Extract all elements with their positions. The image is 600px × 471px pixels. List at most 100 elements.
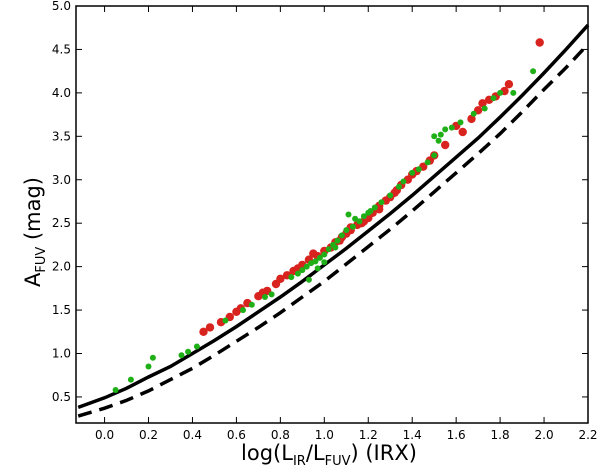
plot-frame (75, 5, 589, 424)
y-tick-label: 2.5 (52, 216, 71, 230)
scatter-point (193, 343, 200, 350)
x-axis-label: log(LIR/LFUV) (IRX) (241, 441, 417, 469)
x-tick-label: 0.8 (271, 428, 290, 442)
scatter-point (490, 95, 497, 102)
x-tick-label: 0.4 (183, 428, 202, 442)
scatter-point (415, 166, 422, 173)
scatter-point (504, 80, 514, 89)
scatter-point (467, 114, 476, 124)
scatter-point (303, 263, 310, 270)
scatter-point (481, 105, 488, 112)
scatter-point (149, 354, 156, 361)
x-tick-label: 0.0 (95, 428, 114, 442)
scatter-point (400, 178, 407, 185)
scatter-point (367, 208, 374, 214)
dashed-curve (77, 43, 590, 418)
scatter-point (396, 183, 402, 190)
scatter-point (316, 254, 323, 261)
x-tick-label: 1.2 (359, 428, 378, 442)
scatter-point (435, 137, 442, 144)
scatter-point (378, 199, 385, 206)
y-axis-label: AFUV (mag) (21, 177, 49, 287)
scatter-point (185, 348, 192, 355)
scatter-point (535, 38, 544, 47)
scatter-point (352, 215, 359, 222)
scatter-point (349, 223, 356, 230)
x-tick-label: 1.8 (491, 428, 510, 442)
scatter-point (248, 301, 255, 308)
scatter-point (321, 251, 328, 258)
x-tick-label: 0.2 (139, 428, 158, 442)
scatter-point (334, 237, 341, 244)
x-tick-label: 2.2 (578, 428, 597, 442)
scatter-point (325, 246, 332, 253)
x-axis-label-tail: ) (IRX) (351, 441, 417, 465)
scatter-point (294, 270, 301, 277)
scatter-point (497, 89, 504, 96)
scatter-point (127, 376, 134, 383)
scatter-point (345, 211, 352, 218)
scatter-point (338, 232, 345, 239)
scatter-point (424, 159, 431, 166)
scatter-point (305, 276, 312, 283)
scatter-point (145, 363, 152, 370)
solid-curve (77, 23, 590, 410)
scatter-point (510, 89, 517, 96)
scatter-point (431, 152, 438, 159)
scatter-point (431, 133, 438, 140)
scatter-point (387, 192, 394, 199)
y-tick-label: 4.0 (52, 86, 71, 100)
x-tick-label: 1.0 (315, 428, 334, 442)
scatter-point (332, 244, 339, 251)
scatter-point (222, 317, 229, 324)
y-tick-label: 3.5 (52, 129, 71, 143)
x-tick-label: 1.4 (403, 428, 422, 442)
series-layer (77, 23, 590, 418)
scatter-point (299, 267, 306, 274)
ticks-layer: 0.0 0.2 0.4 0.6 0.8 1.0 1.2 1.4 1.6 1.8 2.0 2.2 0.5 1… (52, 0, 598, 442)
scatter-point (262, 294, 268, 300)
y-tick-label: 2.0 (52, 260, 71, 274)
scatter-point (205, 323, 215, 332)
y-tick-label: 5.0 (52, 0, 71, 13)
scatter-point (240, 307, 246, 314)
scatter-point (457, 119, 464, 126)
scatter-point (478, 99, 487, 108)
scatter-point (314, 265, 321, 272)
scatter-point (470, 110, 477, 117)
y-tick-label: 3.0 (52, 173, 71, 187)
scatter-point (458, 127, 467, 137)
x-axis-label-sub1: IR (293, 454, 306, 469)
y-tick-label: 1.0 (52, 347, 71, 361)
scatter-point (360, 213, 367, 220)
scatter-point (441, 140, 450, 150)
y-tick-label: 0.5 (52, 390, 71, 404)
x-axis-label-sub2: FUV (325, 454, 351, 469)
y-axis-label-sub: FUV (34, 247, 49, 273)
scatter-point (199, 327, 208, 336)
scatter-point (178, 352, 185, 359)
scatter-point (371, 204, 378, 211)
x-tick-label: 0.6 (227, 428, 246, 442)
y-tick-label: 1.5 (52, 303, 71, 317)
y-axis-label-base: A (21, 272, 45, 287)
y-tick-label: 4.5 (52, 42, 71, 56)
scatter-point (268, 291, 275, 298)
x-axis-label-base: log(L (241, 441, 293, 465)
scatter-point (409, 169, 416, 176)
scatter-point (442, 126, 449, 133)
x-tick-label: 1.6 (447, 428, 466, 442)
scatter-point (448, 124, 455, 131)
scatter-point (437, 131, 444, 138)
x-axis-label-mid: /L (306, 441, 325, 465)
x-tick-label: 2.0 (535, 428, 554, 442)
y-axis-label-tail: (mag) (21, 177, 45, 247)
scatter-point (288, 274, 295, 281)
scatter-point (312, 258, 319, 265)
scatter-point (530, 68, 537, 75)
scatter-point (112, 387, 119, 393)
scatter-point (343, 227, 350, 234)
scatter-point (359, 217, 369, 226)
scatter-point (321, 259, 328, 266)
